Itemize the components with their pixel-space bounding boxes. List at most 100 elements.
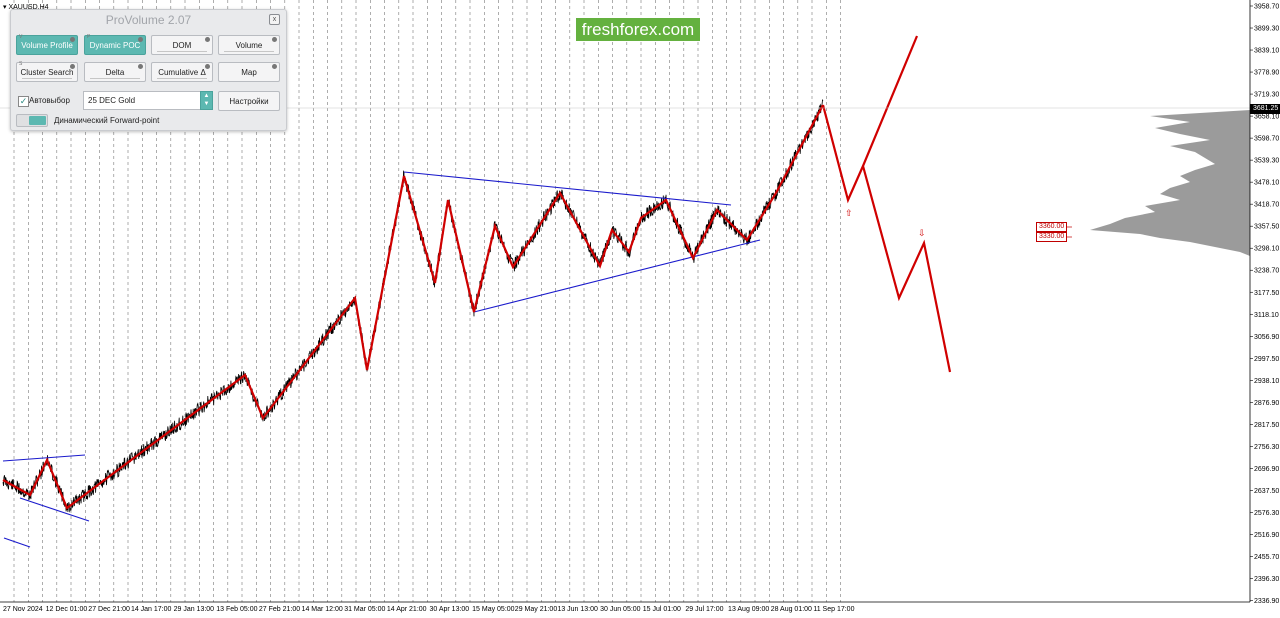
gear-icon[interactable]	[205, 64, 210, 69]
gear-icon[interactable]	[70, 37, 75, 42]
price-axis: 3958.70 3899.30 3839.10 3778.90 3719.30 3658.…	[1250, 4, 1279, 605]
price-tick-label: 2336.90	[1254, 598, 1279, 605]
price-tick-label: 3298.10	[1254, 246, 1279, 253]
chevron-up-icon[interactable]: ▲	[203, 93, 210, 99]
gear-icon[interactable]	[70, 64, 75, 69]
trendlines	[2, 171, 761, 548]
dom-button[interactable]: DOM	[151, 35, 213, 55]
gear-icon[interactable]	[138, 64, 143, 69]
button-label: DOM	[172, 41, 192, 50]
volume-profile-button[interactable]: V Volume Profile	[16, 34, 78, 55]
toggle-knob	[29, 116, 46, 125]
status-indicator	[157, 51, 207, 52]
price-tick-label: 3238.70	[1254, 268, 1279, 275]
panel-title: ProVolume 2.07	[105, 13, 192, 27]
price-tick-label: 2455.70	[1254, 554, 1279, 561]
forward-point-label: Динамический Forward-point	[54, 116, 160, 125]
provolume-panel: ProVolume 2.07 x V Volume Profile P Dynami…	[10, 9, 287, 131]
status-indicator	[224, 51, 274, 52]
arrow-down-icon: ⇩	[918, 228, 926, 238]
time-tick-label: 29 Jul 17:00	[685, 606, 723, 613]
price-tick-label: 2876.90	[1254, 400, 1279, 407]
level-label-upper[interactable]: 3360.00	[1036, 222, 1068, 232]
button-label: Volume Profile	[21, 41, 73, 50]
price-tick-label: 3958.70	[1254, 4, 1279, 11]
status-indicator	[22, 78, 72, 79]
cumulative-delta-button[interactable]: Cumulative Δ	[151, 62, 213, 82]
price-tick-label: 2817.50	[1254, 422, 1279, 429]
gear-icon[interactable]	[272, 37, 277, 42]
spinner-control[interactable]: ▲ ▼	[200, 91, 213, 110]
trendline[interactable]	[403, 171, 732, 206]
status-indicator	[157, 78, 207, 79]
price-tick-label: 2696.90	[1254, 466, 1279, 473]
chevron-down-icon[interactable]: ▼	[203, 101, 210, 107]
settings-button[interactable]: Настройки	[218, 91, 280, 111]
price-tick-label: 3719.30	[1254, 92, 1279, 99]
price-tick-label: 3478.10	[1254, 180, 1279, 187]
price-tick-label: 3418.70	[1254, 202, 1279, 209]
gear-icon[interactable]	[272, 64, 277, 69]
price-tick-label: 3118.10	[1254, 312, 1279, 319]
price-tick-label: 3539.30	[1254, 158, 1279, 165]
price-tick-label: 3658.10	[1254, 114, 1279, 121]
time-tick-label: 13 Jun 13:00	[557, 606, 598, 613]
autoselect-label: Автовыбор	[29, 96, 70, 105]
price-tick-label: 2516.90	[1254, 532, 1279, 539]
chevron-down-icon[interactable]: ▾	[3, 4, 7, 11]
time-tick-label: 27 Dec 21:00	[88, 606, 130, 613]
trendline[interactable]	[19, 497, 90, 522]
trendline[interactable]	[2, 454, 86, 462]
price-tick-label: 3357.50	[1254, 224, 1279, 231]
price-tick-label: 2396.30	[1254, 576, 1279, 583]
trendline[interactable]	[473, 239, 761, 313]
button-label: Dynamic POC	[89, 41, 141, 50]
map-button[interactable]: Map	[218, 62, 280, 82]
button-label: Volume	[235, 41, 263, 50]
volume-button[interactable]: Volume	[218, 35, 280, 55]
close-icon[interactable]: x	[269, 14, 280, 25]
time-axis: 27 Nov 2024 12 Dec 01:00 27 Dec 21:00 14 Ja…	[3, 606, 855, 613]
current-price-label: 3681.25	[1250, 104, 1280, 114]
price-tick-label: 3056.90	[1254, 334, 1279, 341]
price-tick-label: 3177.50	[1254, 290, 1279, 297]
time-tick-label: 30 Jun 05:00	[600, 606, 641, 613]
button-label: Cluster Search	[20, 68, 74, 77]
button-label: Cumulative Δ	[158, 68, 206, 77]
time-tick-label: 14 Apr 21:00	[387, 606, 427, 613]
volume-profile-histogram	[1090, 110, 1250, 256]
price-tick-label: 2938.10	[1254, 378, 1279, 385]
gear-icon[interactable]	[205, 37, 210, 42]
time-tick-label: 27 Nov 2024	[3, 606, 43, 613]
time-tick-label: 29 May 21:00	[515, 606, 558, 613]
time-tick-label: 14 Jan 17:00	[131, 606, 172, 613]
gear-icon[interactable]	[138, 37, 143, 42]
time-tick-label: 27 Feb 21:00	[259, 606, 300, 613]
symbol-title-text: XAUUSD,H4	[8, 4, 49, 11]
zigzag-line	[2, 104, 824, 510]
trendline[interactable]	[3, 537, 31, 548]
price-tick-label: 3899.30	[1254, 26, 1279, 33]
forward-point-toggle[interactable]	[16, 114, 48, 127]
price-tick-label: 2756.30	[1254, 444, 1279, 451]
price-tick-label: 3598.70	[1254, 136, 1279, 143]
dynamic-poc-button[interactable]: P Dynamic POC	[84, 34, 146, 55]
vertical-grid	[13, 0, 841, 602]
forecast-line	[821, 35, 952, 373]
time-tick-label: 13 Aug 09:00	[728, 606, 769, 613]
delta-button[interactable]: Delta	[84, 62, 146, 82]
time-tick-label: 30 Apr 13:00	[430, 606, 470, 613]
price-series	[2, 99, 824, 513]
time-tick-label: 28 Aug 01:00	[771, 606, 812, 613]
price-tick-label: 2637.50	[1254, 488, 1279, 495]
price-tick-label: 3839.10	[1254, 48, 1279, 55]
button-label: Delta	[105, 68, 125, 77]
price-tick-label: 2997.50	[1254, 356, 1279, 363]
symbol-select[interactable]: 25 DEC Gold	[83, 91, 213, 110]
arrow-up-icon: ⇧	[845, 208, 853, 218]
autoselect-checkbox[interactable]: ✓	[18, 96, 29, 107]
level-label-lower[interactable]: 3330.00	[1036, 232, 1068, 242]
cluster-search-button[interactable]: S Cluster Search	[16, 61, 78, 82]
hotkey-label: S	[19, 61, 23, 67]
